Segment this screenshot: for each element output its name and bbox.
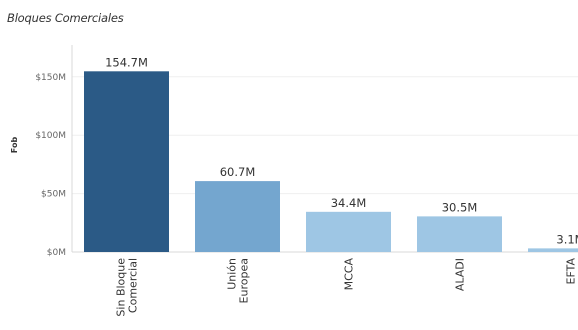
bar[interactable] [306, 211, 391, 252]
y-tick-label: $150M [35, 73, 66, 83]
data-label: 60.7M [220, 165, 256, 179]
y-tick-label: $50M [41, 190, 66, 200]
x-tick-label: EFTA [565, 258, 578, 285]
data-label: 154.7M [105, 55, 148, 69]
bar[interactable] [417, 216, 502, 252]
x-tick-label: Unión [226, 258, 239, 290]
y-tick-label: $100M [35, 131, 66, 141]
y-tick-label: $0M [47, 248, 66, 258]
data-label: 34.4M [331, 196, 367, 210]
x-tick-label: ALADI [454, 258, 467, 291]
data-label: 30.5M [442, 200, 478, 214]
data-label: 3.1M [556, 232, 578, 246]
x-tick-label: Comercial [127, 258, 140, 313]
y-axis-label: Fob [10, 137, 19, 154]
chart-title: Bloques Comerciales [7, 11, 124, 25]
x-tick-label: MCCA [343, 258, 356, 291]
bar[interactable] [195, 181, 280, 252]
x-tick-label: Europea [238, 258, 251, 303]
bar[interactable] [528, 248, 578, 252]
x-tick-label: Sin Bloque [115, 258, 128, 317]
bar[interactable] [84, 71, 169, 253]
